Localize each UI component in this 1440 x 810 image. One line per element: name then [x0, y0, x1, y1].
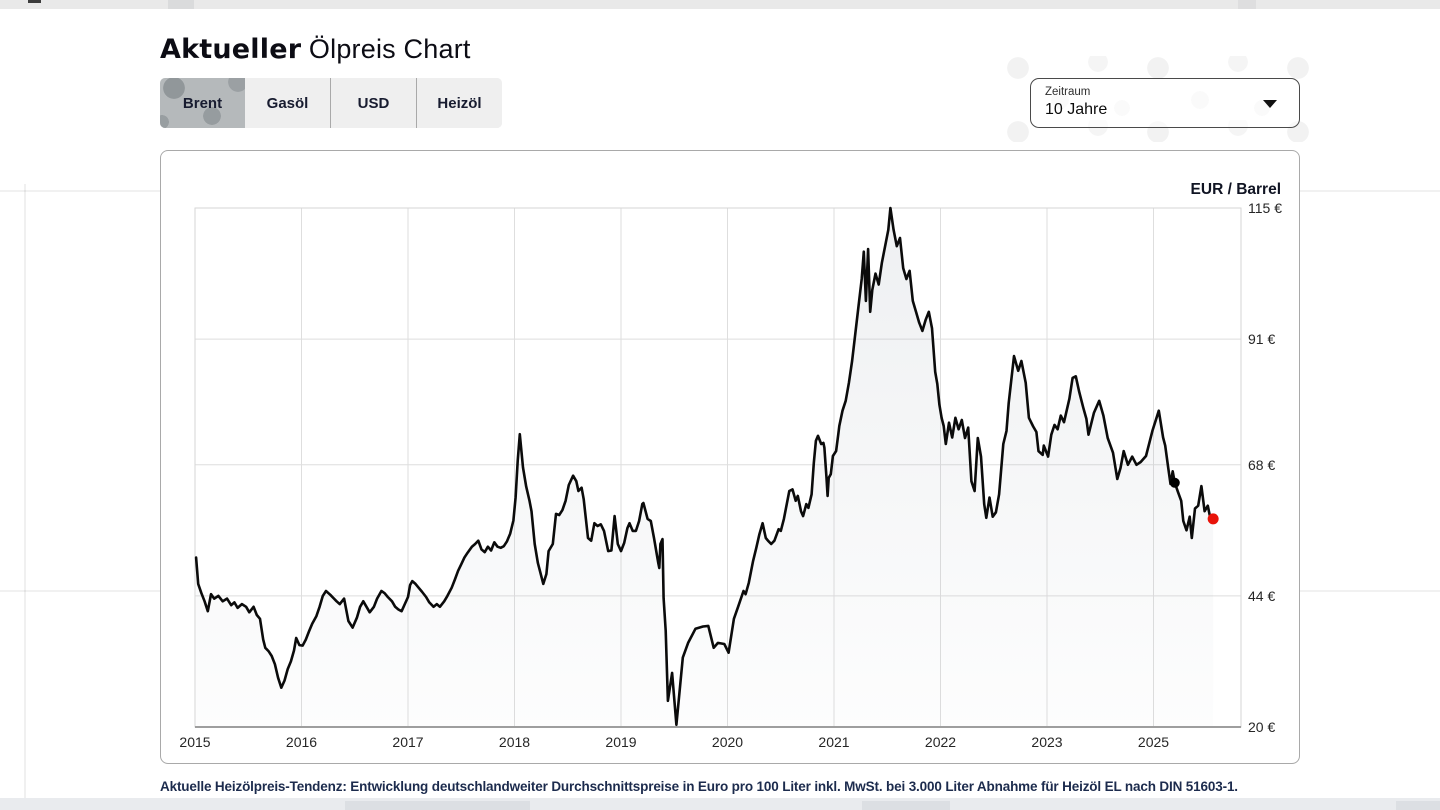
x-tick-label: 2025: [1138, 734, 1169, 750]
reference-price-marker: [1169, 477, 1180, 488]
zeitraum-dropdown[interactable]: Zeitraum 10 Jahre: [1030, 78, 1300, 128]
page-title-bold: Aktueller: [160, 34, 302, 66]
x-tick-label: 2022: [925, 734, 956, 750]
top-strip-smudge: [1238, 0, 1256, 9]
zeitraum-dropdown-label: Zeitraum: [1045, 86, 1091, 98]
x-tick-label: 2020: [712, 734, 743, 750]
x-tick-label: 2017: [392, 734, 423, 750]
tab-usd[interactable]: USD: [330, 78, 416, 128]
y-tick-label: 68 €: [1248, 457, 1275, 473]
page-title-rest: Ölpreis Chart: [301, 34, 471, 65]
bottom-strip-segment: [1396, 801, 1440, 810]
commodity-tab-bar: Brent Gasöl USD Heizöl: [160, 78, 502, 128]
y-tick-label: 91 €: [1248, 331, 1275, 347]
unit-label: EUR / Barrel: [1191, 181, 1281, 198]
page-title: Aktueller Ölpreis Chart: [160, 34, 471, 65]
page-bottom-strip: [0, 798, 1440, 810]
chart-footnote: Aktuelle Heizölpreis-Tendenz: Entwicklun…: [160, 779, 1238, 794]
y-tick-label: 20 €: [1248, 719, 1275, 735]
chevron-down-icon: [1263, 100, 1277, 108]
price-line-series: [194, 206, 1215, 727]
x-tick-label: 2023: [1031, 734, 1062, 750]
tab-gasl[interactable]: Gasöl: [245, 78, 330, 128]
x-tick-label: 2019: [605, 734, 636, 750]
x-tick-label: 2016: [286, 734, 317, 750]
y-tick-label: 115 €: [1248, 200, 1282, 216]
price-chart-card: 2015 2016 2017 2018 2019 2020 2021 2022 2023 2025…: [160, 150, 1300, 764]
price-area-fill: [196, 208, 1214, 727]
bottom-strip-segment: [345, 801, 530, 810]
latest-price-marker: [1207, 513, 1219, 525]
tab-brent[interactable]: Brent: [160, 78, 245, 128]
zeitraum-dropdown-value: 10 Jahre: [1045, 101, 1108, 118]
x-tick-label: 2021: [818, 734, 849, 750]
page-top-strip: [0, 0, 1440, 9]
x-tick-label: 2018: [499, 734, 530, 750]
x-tick-label: 2015: [179, 734, 210, 750]
top-strip-mark: [28, 0, 41, 3]
tab-heizl[interactable]: Heizöl: [416, 78, 502, 128]
y-tick-label: 44 €: [1248, 588, 1275, 604]
top-strip-smudge: [168, 0, 194, 9]
bottom-strip-segment: [862, 801, 950, 810]
oil-price-line-chart[interactable]: 2015 2016 2017 2018 2019 2020 2021 2022 2023 2025…: [161, 151, 1301, 765]
